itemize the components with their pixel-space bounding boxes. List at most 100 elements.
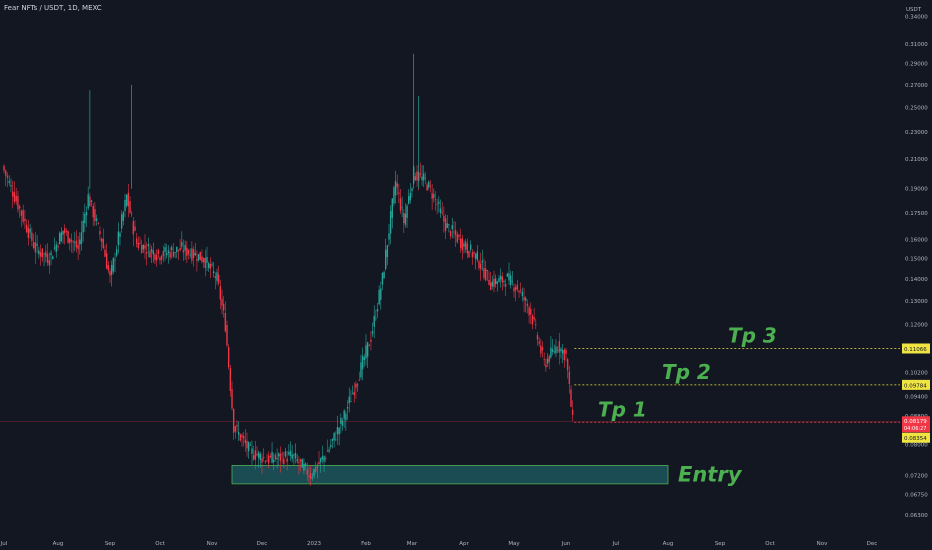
candle-body <box>84 213 86 224</box>
candle-body <box>548 355 550 363</box>
candle-body <box>67 231 69 243</box>
candle-body <box>102 239 104 249</box>
candle-body <box>408 196 410 204</box>
candle-body <box>424 177 427 179</box>
x-tick-label: Jul <box>0 541 8 547</box>
candle-body <box>181 241 183 247</box>
candle-body <box>236 424 238 427</box>
candle-body <box>72 241 74 243</box>
candle-body <box>533 317 535 320</box>
candle-body <box>90 200 93 202</box>
candle-body <box>409 192 412 201</box>
candle-body <box>249 444 252 446</box>
candle-body <box>483 267 485 278</box>
candle-body <box>551 349 554 352</box>
candle-body <box>145 252 148 254</box>
candle-body <box>105 253 108 269</box>
candle-body <box>328 449 330 452</box>
candle-body <box>279 453 282 461</box>
candle-body <box>291 454 293 459</box>
candle-body <box>521 291 524 297</box>
candle-body <box>566 359 569 371</box>
candle-body <box>266 460 268 462</box>
candle-body <box>112 258 115 272</box>
y-tick-label: 0.27000 <box>905 83 928 89</box>
tp-label: Tp 1 <box>598 397 647 421</box>
candle-body <box>120 214 123 229</box>
x-tick-label: Jul <box>612 541 620 547</box>
candle-body <box>393 187 395 204</box>
candle-body <box>268 455 270 464</box>
candle-body <box>511 281 514 283</box>
candle-body <box>489 282 492 291</box>
candle-body <box>15 195 17 202</box>
candle-body <box>25 224 28 233</box>
candle-body <box>401 207 403 209</box>
x-tick-label: Dec <box>257 541 268 547</box>
candle-body <box>147 244 150 247</box>
candle-body <box>224 312 227 332</box>
y-tick-label: 0.17500 <box>905 211 928 217</box>
candle-body <box>314 466 317 472</box>
candle-body <box>350 401 352 403</box>
candle-body <box>137 243 140 248</box>
candle-body <box>227 347 230 368</box>
candle-body <box>160 255 163 260</box>
candle-body <box>556 349 559 351</box>
y-tick-label: 0.13000 <box>905 299 928 305</box>
candle-body <box>167 250 170 254</box>
candle-body <box>52 256 54 260</box>
candle-body <box>46 253 49 263</box>
currency-label: USDT <box>906 7 922 13</box>
candle-body <box>6 175 9 178</box>
candle-body <box>306 469 308 476</box>
candle-body <box>31 232 33 241</box>
candle-body <box>29 228 31 233</box>
candle-body <box>368 345 370 347</box>
candle-body <box>289 450 292 457</box>
candle-body <box>323 456 325 462</box>
candle-body <box>438 201 440 204</box>
candle-body <box>453 231 455 233</box>
candle-body <box>152 250 155 255</box>
price-tag-label: 0.11066 <box>904 347 927 353</box>
candle-body <box>239 434 242 441</box>
candle-body <box>376 309 379 312</box>
candle-body <box>389 210 392 234</box>
candle-body <box>13 192 16 202</box>
candle-body <box>286 458 288 462</box>
candle-body <box>313 469 315 477</box>
candle-body <box>358 379 360 381</box>
y-tick-label: 0.12000 <box>905 323 928 329</box>
candle-body <box>122 212 125 221</box>
candle-body <box>474 253 477 259</box>
candle-body <box>217 274 220 284</box>
candle-body <box>27 227 30 238</box>
candle-body <box>298 461 300 464</box>
candle-body <box>50 252 52 256</box>
x-tick-label: Nov <box>207 541 218 547</box>
candle-body <box>311 477 314 478</box>
candle-body <box>398 192 400 194</box>
candle-body <box>251 448 253 454</box>
candle-body <box>366 342 369 357</box>
candle-body <box>568 371 571 384</box>
candle-body <box>325 457 327 459</box>
candle-body <box>207 263 210 268</box>
countdown-label: 04:06:27 <box>904 426 926 432</box>
x-tick-label: Aug <box>663 541 674 547</box>
candle-body <box>320 458 322 463</box>
candle-body <box>299 459 302 462</box>
candle-body <box>176 246 178 253</box>
candle-body <box>356 384 359 386</box>
y-tick-label: 0.09400 <box>905 395 928 401</box>
candle-body <box>187 249 190 255</box>
x-tick-label: Feb <box>361 541 371 547</box>
candle-body <box>451 225 453 230</box>
candle-body <box>531 315 534 325</box>
candle-body <box>516 284 519 290</box>
x-tick-label: May <box>508 541 520 547</box>
candle-body <box>5 170 7 176</box>
candle-body <box>345 413 347 421</box>
